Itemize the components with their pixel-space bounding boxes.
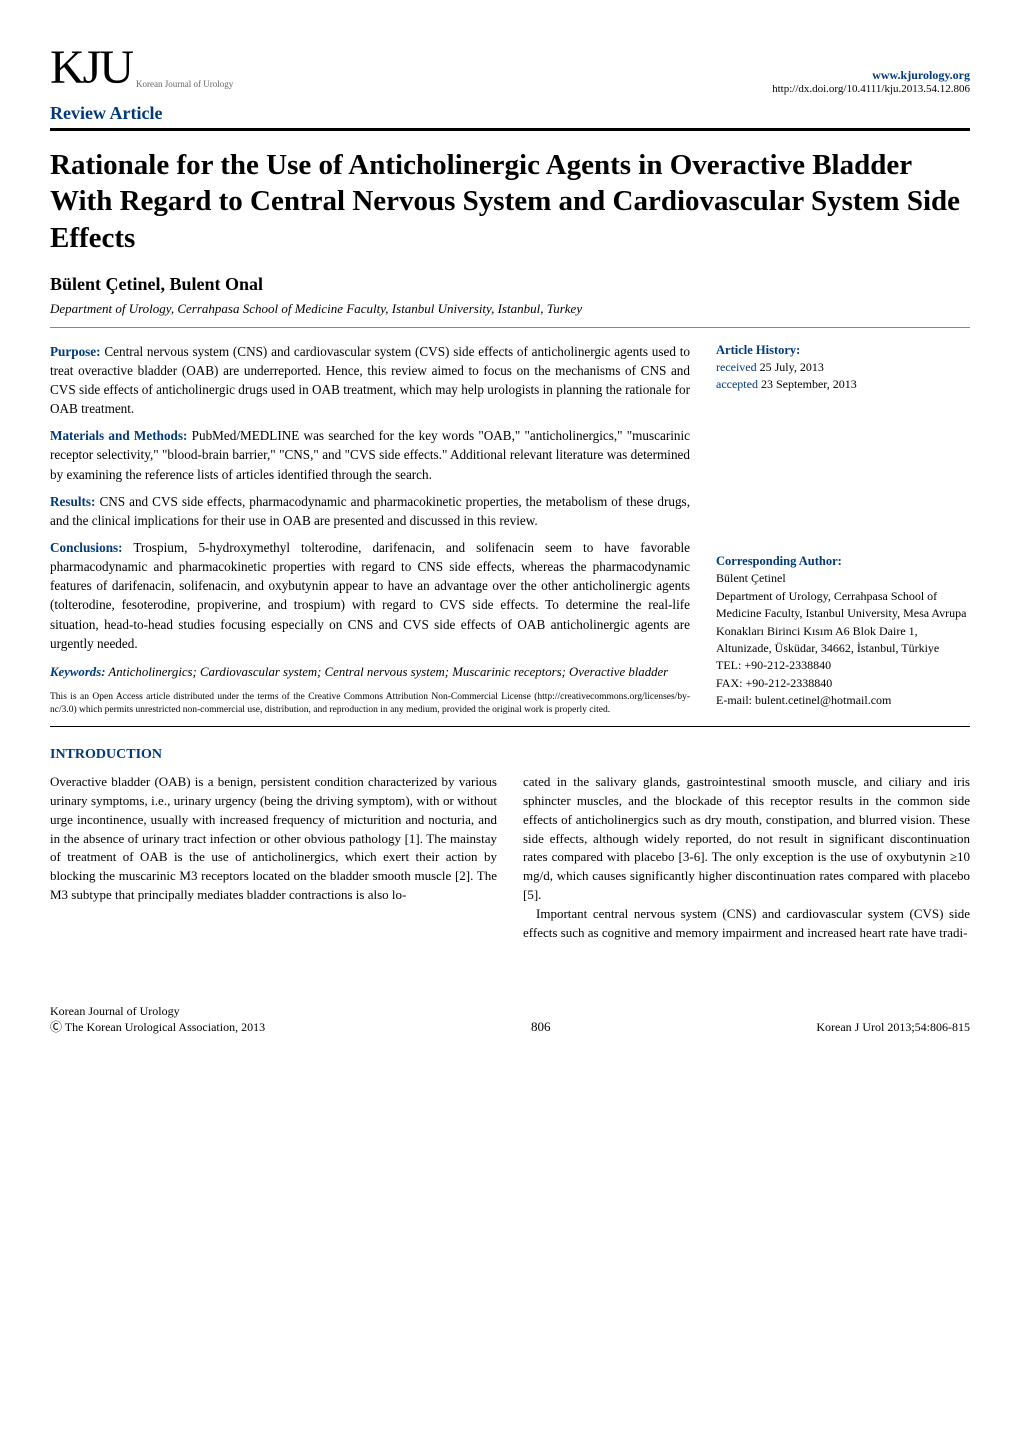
keywords-label: Keywords: — [50, 665, 105, 679]
corr-tel-val: +90-212-2338840 — [744, 658, 831, 672]
body-col2-p1: cated in the salivary glands, gastrointe… — [523, 773, 970, 905]
corresponding-label: Corresponding Author: — [716, 553, 970, 571]
abs-results-text: CNS and CVS side effects, pharmacodynami… — [50, 494, 690, 528]
corr-fax-label: FAX: — [716, 676, 745, 690]
logo-sub: Korean Journal of Urology — [136, 79, 233, 89]
abs-conclusions-label: Conclusions: — [50, 540, 123, 555]
abstract-right: Article History: received 25 July, 2013 … — [716, 342, 970, 716]
abs-purpose: Purpose: Central nervous system (CNS) an… — [50, 342, 690, 419]
logo-main: KJU — [50, 40, 132, 95]
history-received: received 25 July, 2013 — [716, 359, 970, 376]
page-number: 806 — [531, 1019, 551, 1034]
header-right: www.kjurology.org http://dx.doi.org/10.4… — [772, 68, 970, 95]
abs-results: Results: CNS and CVS side effects, pharm… — [50, 492, 690, 530]
body-col1-p1: Overactive bladder (OAB) is a benign, pe… — [50, 773, 497, 905]
corr-email: E-mail: bulent.cetinel@hotmail.com — [716, 692, 970, 709]
article-title: Rationale for the Use of Anticholinergic… — [50, 147, 970, 256]
keywords: Keywords: Anticholinergics; Cardiovascul… — [50, 663, 690, 682]
logo: KJU Korean Journal of Urology — [50, 40, 233, 95]
history-accepted: accepted 23 September, 2013 — [716, 376, 970, 393]
received-label: received — [716, 360, 757, 374]
body-col-2: cated in the salivary glands, gastrointe… — [523, 773, 970, 943]
accepted-label: accepted — [716, 377, 758, 391]
corr-fax: FAX: +90-212-2338840 — [716, 675, 970, 692]
introduction-heading: INTRODUCTION — [50, 747, 970, 763]
footer-right: Korean J Urol 2013;54:806-815 — [816, 1020, 970, 1035]
footer-center: 806 — [265, 1019, 816, 1035]
affiliation: Department of Urology, Cerrahpasa School… — [50, 301, 970, 317]
site-url: www.kjurology.org — [772, 68, 970, 83]
abs-purpose-text: Central nervous system (CNS) and cardiov… — [50, 344, 690, 416]
header-bar: KJU Korean Journal of Urology www.kjurol… — [50, 40, 970, 95]
corr-fax-val: +90-212-2338840 — [745, 676, 832, 690]
body-col2-p2: Important central nervous system (CNS) a… — [523, 905, 970, 943]
section-label: Review Article — [50, 103, 970, 124]
footer-left-line1: Korean Journal of Urology — [50, 1003, 265, 1019]
abs-conclusions-text: Trospium, 5-hydroxymethyl tolterodine, d… — [50, 540, 690, 651]
abs-methods: Materials and Methods: PubMed/MEDLINE wa… — [50, 426, 690, 483]
corr-email-val: bulent.cetinel@hotmail.com — [755, 693, 891, 707]
corr-tel: TEL: +90-212-2338840 — [716, 657, 970, 674]
corr-address: Department of Urology, Cerrahpasa School… — [716, 588, 970, 658]
footer-left: Korean Journal of Urology Ⓒ The Korean U… — [50, 1003, 265, 1035]
abs-purpose-label: Purpose: — [50, 344, 101, 359]
footer-left-line2: Ⓒ The Korean Urological Association, 201… — [50, 1019, 265, 1035]
corr-name: Bülent Çetinel — [716, 570, 970, 587]
rule-top — [50, 128, 970, 131]
received-date: 25 July, 2013 — [757, 360, 824, 374]
abs-results-label: Results: — [50, 494, 95, 509]
abs-conclusions: Conclusions: Trospium, 5-hydroxymethyl t… — [50, 538, 690, 653]
body-col-1: Overactive bladder (OAB) is a benign, pe… — [50, 773, 497, 943]
corresponding-body: Bülent Çetinel Department of Urology, Ce… — [716, 570, 970, 709]
abs-methods-label: Materials and Methods: — [50, 428, 187, 443]
license: This is an Open Access article distribut… — [50, 691, 690, 716]
history-label: Article History: — [716, 342, 970, 360]
body-columns: Overactive bladder (OAB) is a benign, pe… — [50, 773, 970, 943]
authors: Bülent Çetinel, Bulent Onal — [50, 274, 970, 295]
doi: http://dx.doi.org/10.4111/kju.2013.54.12… — [772, 83, 970, 95]
accepted-date: 23 September, 2013 — [758, 377, 857, 391]
corr-tel-label: TEL: — [716, 658, 744, 672]
rule-under-affiliation — [50, 327, 970, 328]
keywords-text: Anticholinergics; Cardiovascular system;… — [105, 665, 668, 679]
rule-under-abstract — [50, 726, 970, 727]
footer: Korean Journal of Urology Ⓒ The Korean U… — [50, 1003, 970, 1035]
abstract-row: Purpose: Central nervous system (CNS) an… — [50, 342, 970, 716]
abstract-left: Purpose: Central nervous system (CNS) an… — [50, 342, 690, 716]
corr-email-label: E-mail: — [716, 693, 755, 707]
